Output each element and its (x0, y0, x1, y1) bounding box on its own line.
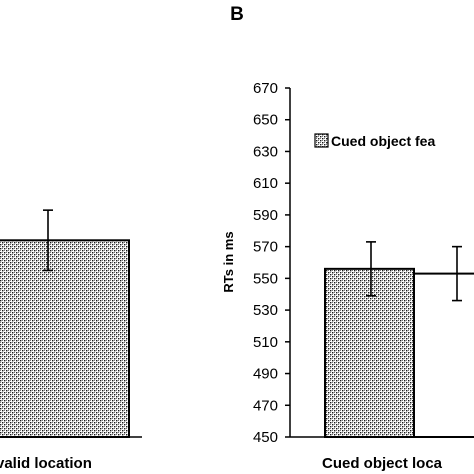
legend-label: Cued object fea (331, 133, 435, 149)
panel-b-y-axis-label: RTs in ms (221, 231, 236, 292)
legend-swatch (314, 133, 329, 148)
panel-a-error-bar (43, 209, 53, 272)
y-tick-label: 670 (253, 80, 278, 97)
y-tick-label: 630 (253, 143, 278, 160)
y-tick-label: 590 (253, 207, 278, 224)
panel-a-bar-valid-location (0, 239, 130, 438)
y-tick-label: 610 (253, 175, 278, 192)
panel-b-bar-series-2 (413, 272, 474, 439)
panel-a: valid location (0, 209, 142, 472)
panel-b: 450 470 490 510 530 550 570 590 610 630 650 670 RTs… (221, 80, 474, 472)
y-tick-label: 530 (253, 302, 278, 319)
panel-b-error-bar-1 (366, 241, 376, 297)
y-tick-label: 550 (253, 270, 278, 287)
panel-a-category-label: valid location (0, 455, 92, 472)
y-tick-label: 510 (253, 334, 278, 351)
panel-label: B (230, 4, 244, 25)
y-tick-label: 650 (253, 112, 278, 129)
y-tick-label: 450 (253, 429, 278, 446)
panel-b-error-bar-2 (452, 245, 462, 302)
y-tick-label: 470 (253, 397, 278, 414)
panel-b-y-ticks: 450 470 490 510 530 550 570 590 610 630 650 670 (253, 80, 290, 446)
y-tick-label: 490 (253, 366, 278, 383)
y-tick-label: 570 (253, 239, 278, 256)
panel-b-bar-cued-object-feature (324, 267, 415, 438)
panel-b-category-label: Cued object loca (322, 455, 443, 472)
